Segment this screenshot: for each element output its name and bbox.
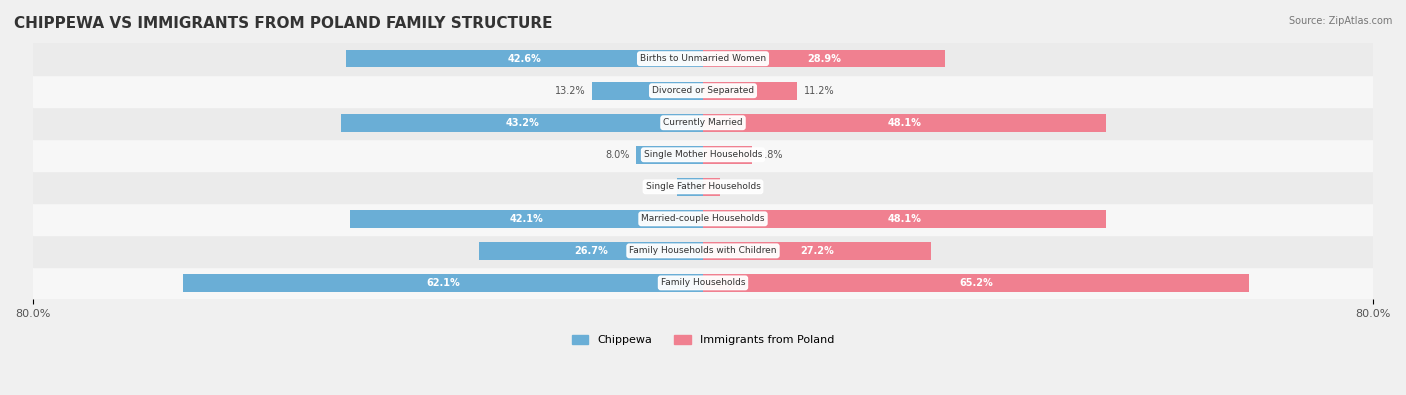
Bar [479,242,703,260]
Bar [678,178,703,196]
Text: 11.2%: 11.2% [804,86,834,96]
Text: 2.0%: 2.0% [727,182,751,192]
Legend: Chippewa, Immigrants from Poland: Chippewa, Immigrants from Poland [567,330,839,350]
Bar [703,82,797,100]
Bar [703,178,720,196]
Bar [183,274,703,292]
Text: 3.1%: 3.1% [645,182,671,192]
Bar [346,50,703,68]
Bar [32,203,1374,235]
Bar [703,274,1250,292]
Bar [32,43,1374,75]
Text: 13.2%: 13.2% [555,86,586,96]
Text: 5.8%: 5.8% [758,150,783,160]
Bar [32,139,1374,171]
Text: 42.1%: 42.1% [510,214,544,224]
Bar [703,50,945,68]
Text: Source: ZipAtlas.com: Source: ZipAtlas.com [1288,16,1392,26]
Text: 27.2%: 27.2% [800,246,834,256]
Text: Family Households: Family Households [661,278,745,288]
Bar [32,235,1374,267]
Bar [32,267,1374,299]
Bar [342,114,703,132]
Bar [636,146,703,164]
Text: Single Father Households: Single Father Households [645,182,761,191]
Bar [703,210,1107,228]
Bar [350,210,703,228]
Text: 48.1%: 48.1% [887,118,921,128]
Text: Single Mother Households: Single Mother Households [644,150,762,159]
Text: CHIPPEWA VS IMMIGRANTS FROM POLAND FAMILY STRUCTURE: CHIPPEWA VS IMMIGRANTS FROM POLAND FAMIL… [14,16,553,31]
Text: 62.1%: 62.1% [426,278,460,288]
Text: 42.6%: 42.6% [508,54,541,64]
Bar [703,146,752,164]
Bar [703,242,931,260]
Bar [592,82,703,100]
Bar [32,107,1374,139]
Text: Divorced or Separated: Divorced or Separated [652,86,754,95]
Bar [32,75,1374,107]
Text: Currently Married: Currently Married [664,118,742,127]
Text: 43.2%: 43.2% [505,118,538,128]
Text: 65.2%: 65.2% [959,278,993,288]
Bar [703,114,1107,132]
Text: Births to Unmarried Women: Births to Unmarried Women [640,54,766,63]
Text: 8.0%: 8.0% [605,150,630,160]
Bar [32,171,1374,203]
Text: Married-couple Households: Married-couple Households [641,214,765,223]
Text: 26.7%: 26.7% [574,246,607,256]
Text: Family Households with Children: Family Households with Children [630,246,776,255]
Text: 28.9%: 28.9% [807,54,841,64]
Text: 48.1%: 48.1% [887,214,921,224]
